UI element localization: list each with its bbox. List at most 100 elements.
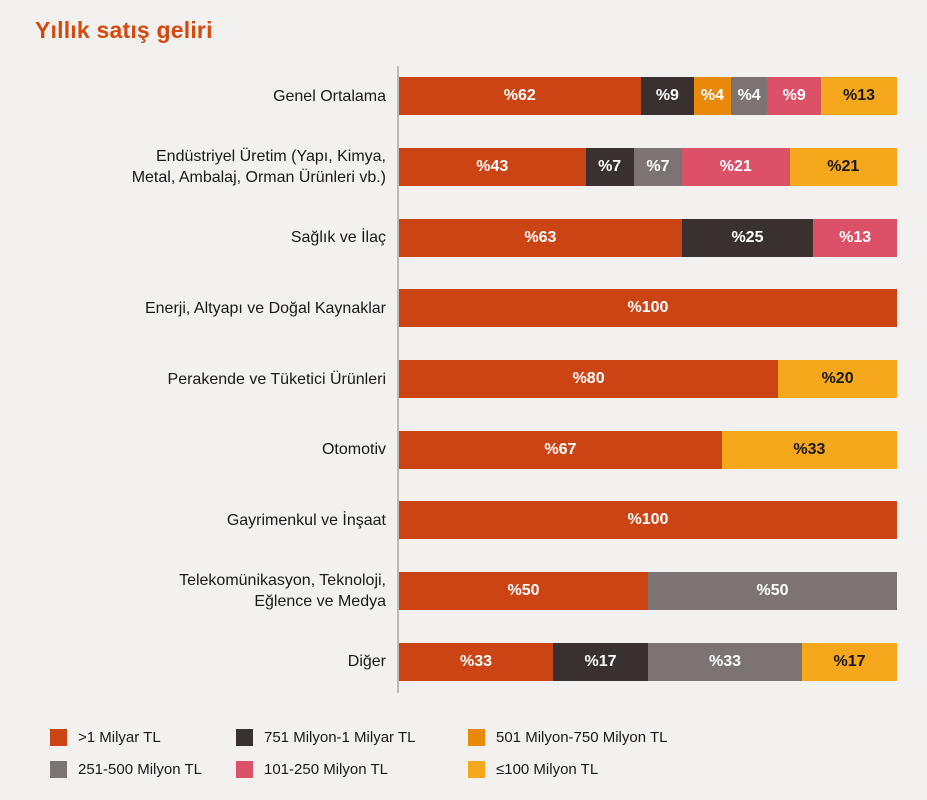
- bar-segment: %67: [399, 430, 722, 469]
- legend-item: 751 Milyon-1 Milyar TL: [236, 729, 468, 746]
- bar-segment: %13: [813, 218, 897, 257]
- bar-segment: %7: [633, 148, 683, 187]
- legend-item: 501 Milyon-750 Milyon TL: [468, 729, 667, 746]
- chart-row: Perakende ve Tüketici Ürünleri %80 %20: [0, 344, 897, 415]
- segment-value-label: %9: [782, 87, 806, 105]
- bar-segment: %21: [789, 148, 897, 187]
- bar-segment: %4: [694, 77, 731, 116]
- y-axis-line: [397, 66, 399, 693]
- chart-title: Yıllık satış geliri: [35, 17, 213, 43]
- segment-value-label: %17: [584, 652, 617, 670]
- segment-value-label: %17: [833, 652, 866, 670]
- segment-value-label: %100: [627, 299, 669, 317]
- stacked-bar-chart: Genel Ortalama %62 %9 %4 %4 %9 %13 Endüstriyel …: [0, 61, 897, 698]
- segment-value-label: %67: [544, 440, 577, 458]
- legend-swatch-icon: [468, 729, 485, 746]
- chart-row: Sağlık ve İlaç %63 %25 %13: [0, 202, 897, 273]
- bar: %50 %50: [399, 572, 897, 611]
- bar: %62 %9 %4 %4 %9 %13: [399, 77, 897, 116]
- segment-value-label: %20: [821, 370, 854, 388]
- segment-value-label: %33: [709, 652, 742, 670]
- segment-value-label: %13: [842, 87, 875, 105]
- segment-value-label: %21: [719, 158, 752, 176]
- category-label: Enerji, Altyapı ve Doğal Kaynaklar: [144, 299, 386, 317]
- category-label: Perakende ve Tüketici Ürünleri: [167, 370, 386, 388]
- legend-label: >1 Milyar TL: [78, 729, 161, 746]
- legend-item: >1 Milyar TL: [50, 729, 236, 746]
- bar-segment: %25: [681, 218, 814, 257]
- bar-segment: %20: [778, 360, 897, 399]
- segment-value-label: %4: [700, 87, 725, 105]
- segment-value-label: %63: [524, 228, 557, 246]
- legend-item: 101-250 Milyon TL: [236, 761, 468, 778]
- legend-swatch-icon: [468, 761, 485, 778]
- bar-segment: %13: [821, 77, 897, 116]
- chart-row: Diğer %33 %17 %33 %17: [0, 627, 897, 698]
- bar: %67 %33: [399, 430, 897, 469]
- bar-segment: %17: [802, 642, 897, 681]
- legend-swatch-icon: [50, 761, 67, 778]
- bar-segment: %80: [399, 360, 779, 399]
- bar-segment: %63: [399, 218, 682, 257]
- segment-value-label: %9: [655, 87, 679, 105]
- bar-segment: %100: [399, 289, 897, 328]
- category-label: Telekomünikasyon, Teknoloji, Eğlence ve M…: [179, 572, 386, 611]
- segment-value-label: %21: [827, 158, 860, 176]
- bar-segment: %7: [585, 148, 634, 187]
- legend-item: 251-500 Milyon TL: [50, 761, 236, 778]
- legend-label: 501 Milyon-750 Milyon TL: [496, 729, 668, 746]
- segment-value-label: %25: [731, 228, 764, 246]
- segment-value-label: %80: [572, 370, 605, 388]
- bar-segment: %33: [648, 642, 803, 681]
- legend-label: 251-500 Milyon TL: [78, 761, 202, 778]
- legend-swatch-icon: [50, 729, 67, 746]
- category-label: Diğer: [347, 653, 386, 671]
- legend-label: 751 Milyon-1 Milyar TL: [264, 729, 416, 746]
- segment-value-label: %4: [737, 87, 761, 105]
- chart-row: Enerji, Altyapı ve Doğal Kaynaklar %100: [0, 273, 897, 344]
- legend-label: 101-250 Milyon TL: [264, 761, 388, 778]
- chart-row: Genel Ortalama %62 %9 %4 %4 %9 %13: [0, 61, 897, 132]
- legend-swatch-icon: [236, 761, 253, 778]
- bar-segment: %17: [553, 642, 648, 681]
- bar-segment: %9: [640, 77, 695, 116]
- legend-label: ≤100 Milyon TL: [496, 761, 599, 778]
- category-label: Genel Ortalama: [273, 87, 386, 105]
- legend-item: ≤100 Milyon TL: [468, 761, 667, 778]
- bar: %80 %20: [399, 360, 897, 399]
- chart-row: Gayrimenkul ve İnşaat %100: [0, 485, 897, 556]
- segment-value-label: %43: [476, 158, 509, 176]
- bar-segment: %33: [721, 430, 897, 469]
- bar-segment: %33: [399, 642, 554, 681]
- category-label: Otomotiv: [321, 441, 386, 459]
- chart-row: Otomotiv %67 %33: [0, 414, 897, 485]
- bar-segment: %4: [730, 77, 768, 116]
- bar-segment: %50: [648, 572, 897, 611]
- bar: %43 %7 %7 %21 %21: [399, 148, 897, 187]
- segment-value-label: %50: [507, 582, 540, 600]
- bar-segment: %43: [399, 148, 586, 187]
- chart-row: Telekomünikasyon, Teknoloji, Eğlence ve M…: [0, 556, 897, 627]
- bar: %33 %17 %33 %17: [399, 642, 897, 681]
- segment-value-label: %33: [460, 652, 493, 670]
- bar-segment: %100: [399, 501, 897, 540]
- segment-value-label: %13: [839, 228, 872, 246]
- segment-value-label: %33: [793, 440, 826, 458]
- segment-value-label: %7: [646, 158, 670, 176]
- bar-segment: %62: [399, 77, 641, 116]
- category-label: Endüstriyel Üretim (Yapı, Kimya, Metal, A…: [131, 147, 386, 187]
- bar: %100: [399, 501, 897, 540]
- bar-segment: %50: [399, 572, 648, 611]
- bar-segment: %9: [767, 77, 821, 116]
- category-label: Sağlık ve İlaç: [290, 229, 386, 247]
- segment-value-label: %7: [598, 158, 622, 176]
- segment-value-label: %50: [756, 582, 789, 600]
- segment-value-label: %100: [627, 511, 669, 529]
- category-label: Gayrimenkul ve İnşaat: [226, 511, 386, 529]
- chart-legend: >1 Milyar TL 751 Milyon-1 Milyar TL 501 Mi…: [50, 729, 667, 778]
- bar-segment: %21: [682, 148, 790, 187]
- chart-rows: Genel Ortalama %62 %9 %4 %4 %9 %13 Endüstriyel …: [0, 61, 897, 697]
- segment-value-label: %62: [503, 87, 536, 105]
- bar: %100: [399, 289, 897, 328]
- chart-row: Endüstriyel Üretim (Yapı, Kimya, Metal, A…: [0, 132, 897, 203]
